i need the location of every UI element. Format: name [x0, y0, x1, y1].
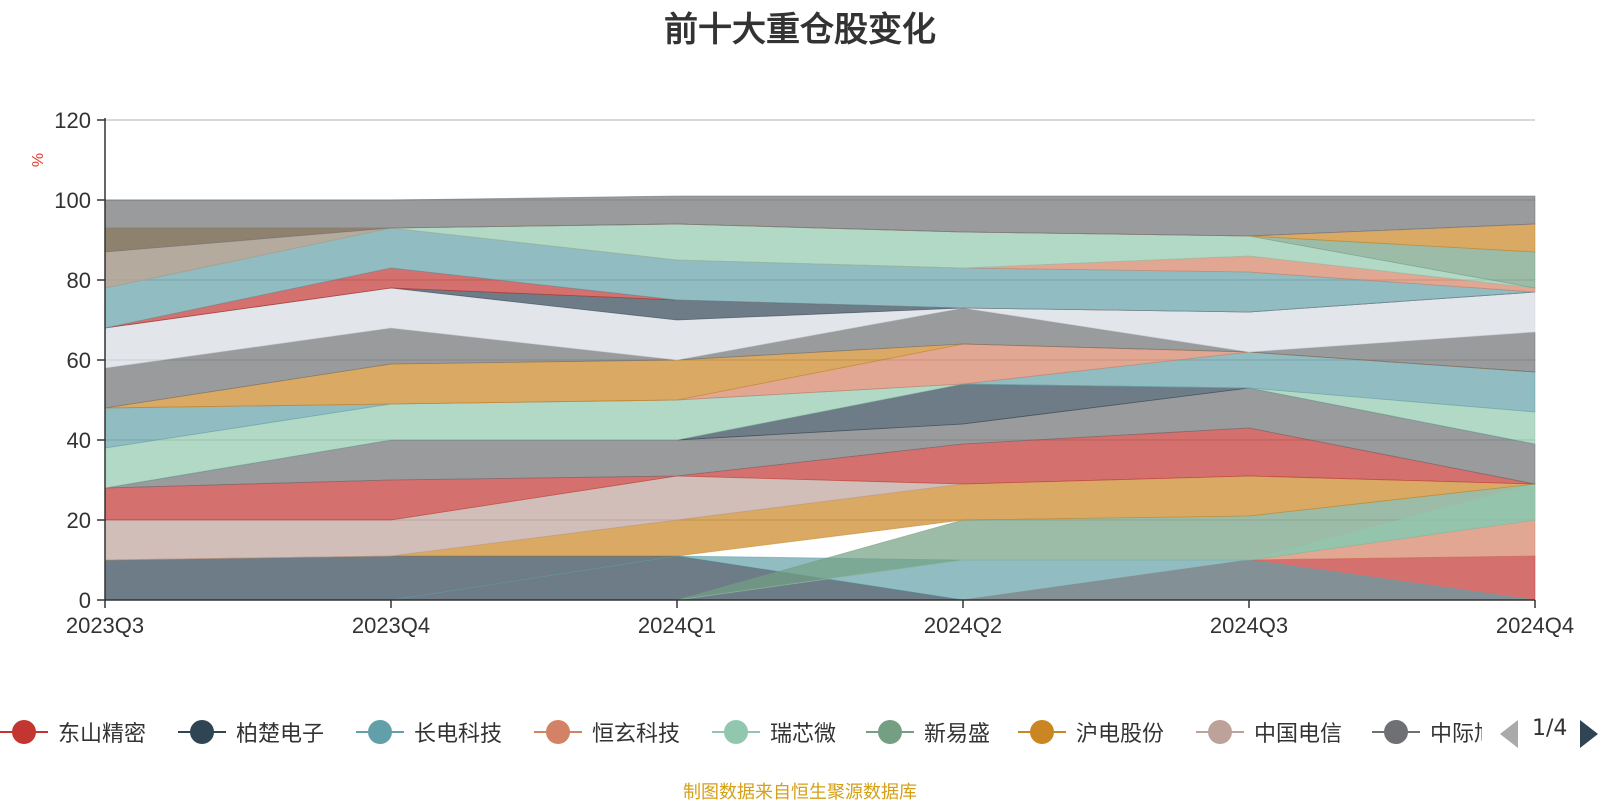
area-band-26: [104, 195, 1536, 253]
legend-label: 新易盛: [924, 722, 991, 747]
y-tick-label: 20: [67, 508, 91, 533]
y-axis-unit-label: %: [30, 153, 47, 167]
x-tick-label: 2024Q1: [638, 613, 716, 638]
legend-item[interactable]: 柏楚电子: [178, 712, 324, 752]
x-tick-label: 2023Q4: [352, 613, 430, 638]
legend-next-page-icon[interactable]: [1580, 720, 1598, 748]
legend-marker-icon: [866, 712, 914, 752]
legend-item[interactable]: 中国电信: [1196, 712, 1342, 752]
legend-label: 长电科技: [414, 722, 503, 747]
legend-label: 沪电股份: [1076, 722, 1165, 747]
legend-item[interactable]: 沪电股份: [1018, 712, 1164, 752]
legend-item[interactable]: 新易盛: [866, 712, 990, 752]
y-tick-label: 120: [54, 108, 91, 133]
x-tick-label: 2024Q2: [924, 613, 1002, 638]
axes: 0 20 40 60 80 100 120 2023Q3 2023Q4 2024Q1 2024Q2 2…: [54, 108, 1574, 638]
chart-canvas: 0 20 40 60 80 100 120 2023Q3 2023Q4 2024Q1 2024Q2 2…: [30, 108, 1574, 638]
legend-item[interactable]: 恒玄科技: [534, 712, 680, 752]
legend-marker-icon: [1372, 712, 1420, 752]
legend-marker-icon: [712, 712, 760, 752]
legend-label: 柏楚电子: [236, 722, 325, 747]
legend-item[interactable]: 长电科技: [356, 712, 502, 752]
y-tick-label: 100: [54, 188, 91, 213]
legend-item[interactable]: 中际旭: [1372, 712, 1482, 752]
source-note: 制图数据来自恒生聚源数据库: [683, 782, 917, 803]
legend-label: 中际旭: [1430, 722, 1482, 747]
legend-page-indicator: 1/4: [1532, 716, 1568, 741]
legend-items: 东山精密 柏楚电子 长电科技 恒玄科技 瑞芯微 新易盛 沪电股份 中国电信 中际旭: [0, 712, 1482, 752]
y-tick-label: 40: [67, 428, 91, 453]
legend-label: 东山精密: [58, 722, 147, 747]
area-bands: [104, 195, 1536, 601]
x-tick-label: 2024Q4: [1496, 613, 1574, 638]
chart-title: 前十大重仓股变化: [664, 10, 936, 50]
legend-marker-icon: [534, 712, 582, 752]
x-tick-label: 2024Q3: [1210, 613, 1288, 638]
legend-marker-icon: [1018, 712, 1066, 752]
legend-marker-icon: [0, 712, 48, 752]
y-tick-label: 60: [67, 348, 91, 373]
x-tick-label: 2023Q3: [66, 613, 144, 638]
y-tick-label: 80: [67, 268, 91, 293]
legend-prev-page-icon[interactable]: [1500, 720, 1518, 748]
legend: 东山精密 柏楚电子 长电科技 恒玄科技 瑞芯微 新易盛 沪电股份 中国电信 中际旭 1/4: [0, 712, 1600, 752]
legend-item[interactable]: 瑞芯微: [712, 712, 836, 752]
legend-marker-icon: [178, 712, 226, 752]
legend-label: 瑞芯微: [770, 722, 837, 747]
legend-marker-icon: [356, 712, 404, 752]
legend-item[interactable]: 东山精密: [0, 712, 146, 752]
y-tick-label: 0: [79, 588, 91, 613]
legend-marker-icon: [1196, 712, 1244, 752]
legend-label: 中国电信: [1254, 722, 1343, 747]
legend-label: 恒玄科技: [592, 722, 681, 747]
